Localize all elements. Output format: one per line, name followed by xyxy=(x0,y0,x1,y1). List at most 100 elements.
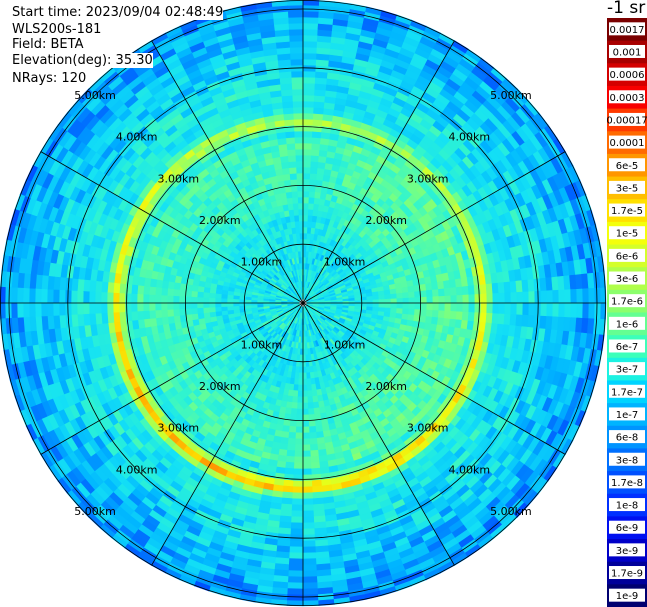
heatmap-cell xyxy=(486,292,494,304)
heatmap-cell xyxy=(306,226,312,234)
heatmap-cell xyxy=(437,287,446,297)
heatmap-cell xyxy=(220,294,228,300)
heatmap-cell xyxy=(112,312,121,324)
heatmap-cell xyxy=(302,480,313,488)
heatmap-cell xyxy=(291,196,299,204)
heatmap-cell xyxy=(100,312,109,325)
heatmap-cell xyxy=(302,76,316,84)
heatmap-cell xyxy=(444,294,452,304)
heatmap-cell xyxy=(302,106,314,114)
heatmap-cell xyxy=(390,297,398,304)
heatmap-cell xyxy=(431,288,440,297)
heatmap-cell xyxy=(308,178,317,186)
heatmap-cell xyxy=(307,196,315,204)
heatmap-cell xyxy=(302,232,308,240)
heatmap-cell xyxy=(76,290,84,304)
heatmap-cell xyxy=(302,552,317,560)
heatmap-cell xyxy=(4,302,12,319)
heatmap-cell xyxy=(462,293,470,304)
heatmap-cell xyxy=(309,160,319,169)
heatmap-cell xyxy=(292,112,304,120)
heatmap-cell xyxy=(311,467,322,476)
heatmap-cell xyxy=(296,408,304,416)
heatmap-cell xyxy=(118,293,126,304)
heatmap-cell xyxy=(302,456,312,464)
heatmap-cell xyxy=(124,302,132,313)
heatmap-cell xyxy=(302,510,315,518)
heatmap-cell xyxy=(311,118,323,127)
heatmap-cell xyxy=(82,302,90,315)
heatmap-cell xyxy=(516,291,524,304)
heatmap-cell xyxy=(311,479,323,488)
heatmap-cell xyxy=(302,196,309,204)
heatmap-cell xyxy=(289,420,298,428)
heatmap-cell xyxy=(302,378,308,386)
heatmap-cell xyxy=(130,302,138,313)
heatmap-cell xyxy=(226,302,234,308)
heatmap-cell xyxy=(148,286,157,296)
heatmap-cell xyxy=(196,302,204,309)
heatmap-cell xyxy=(302,22,319,30)
heatmap-cell xyxy=(309,172,317,181)
heatmap-cell xyxy=(295,160,304,168)
heatmap-cell xyxy=(283,479,295,488)
heatmap-cell xyxy=(302,100,314,108)
heatmap-cell xyxy=(100,292,108,304)
heatmap-cell xyxy=(594,287,602,304)
heatmap-cell xyxy=(250,299,258,304)
heatmap-cell xyxy=(302,576,319,584)
heatmap-cell xyxy=(202,302,210,309)
heatmap-cell xyxy=(298,378,304,386)
heatmap-cell xyxy=(302,372,308,380)
heatmap-cell xyxy=(306,214,313,222)
heatmap-cell xyxy=(294,450,304,458)
heatmap-cell xyxy=(310,154,319,163)
heatmap-cell xyxy=(302,16,319,24)
heatmap-cell xyxy=(504,291,512,304)
heatmap-cell xyxy=(292,486,304,494)
heatmap-cell xyxy=(130,284,139,295)
heatmap-cell xyxy=(449,286,458,296)
heatmap-cell xyxy=(34,302,42,318)
heatmap-cell xyxy=(291,88,304,96)
heatmap-cell xyxy=(220,298,228,304)
heatmap-cell xyxy=(130,311,139,322)
heatmap-cell xyxy=(284,473,295,482)
heatmap-cell xyxy=(292,492,304,500)
heatmap-cell xyxy=(226,298,234,304)
heatmap-cell xyxy=(302,492,314,500)
heatmap-cell xyxy=(287,4,304,12)
heatmap-cell xyxy=(313,191,321,199)
heatmap-cell xyxy=(283,118,295,127)
heatmap-cell xyxy=(522,290,530,304)
heatmap-cell xyxy=(310,449,320,458)
heatmap-cell xyxy=(302,426,311,434)
heatmap-cell xyxy=(302,516,315,524)
heatmap-cell xyxy=(289,425,297,434)
heatmap-cell xyxy=(302,582,319,590)
heatmap-cell xyxy=(286,401,293,409)
heatmap-cell xyxy=(293,384,300,392)
heatmap-cell xyxy=(302,154,312,162)
heatmap-cell xyxy=(293,130,304,138)
heatmap-cell xyxy=(312,491,324,500)
heatmap-cell xyxy=(313,94,326,103)
heatmap-cell xyxy=(528,290,536,304)
heatmap-cell xyxy=(287,443,296,452)
heatmap-cell xyxy=(302,558,318,566)
heatmap-cell xyxy=(287,576,304,584)
heatmap-cell xyxy=(310,443,319,452)
heatmap-cell xyxy=(285,455,296,464)
heatmap-cell xyxy=(302,178,310,186)
heatmap-cell xyxy=(287,389,295,397)
heatmap-cell xyxy=(70,290,78,304)
heatmap-cell xyxy=(118,311,127,323)
heatmap-cell xyxy=(136,285,145,295)
heatmap-cell xyxy=(22,287,30,304)
heatmap-cell xyxy=(10,302,18,319)
heatmap-cell xyxy=(302,118,313,126)
heatmap-cell xyxy=(214,298,222,304)
heatmap-cell xyxy=(310,148,320,157)
heatmap-cell xyxy=(396,297,404,304)
heatmap-cell xyxy=(307,202,314,210)
